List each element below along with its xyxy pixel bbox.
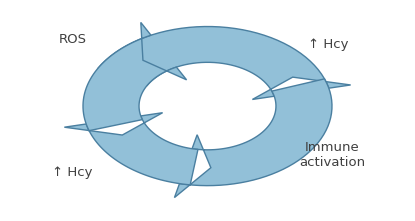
Text: Immune
activation: Immune activation (299, 141, 365, 169)
Text: ↑ Hcy: ↑ Hcy (52, 166, 93, 179)
Polygon shape (98, 27, 351, 99)
Polygon shape (83, 23, 187, 131)
Text: ROS: ROS (59, 33, 87, 46)
Text: ↑ Hcy: ↑ Hcy (308, 38, 348, 51)
Polygon shape (174, 79, 332, 198)
Polygon shape (64, 113, 198, 185)
